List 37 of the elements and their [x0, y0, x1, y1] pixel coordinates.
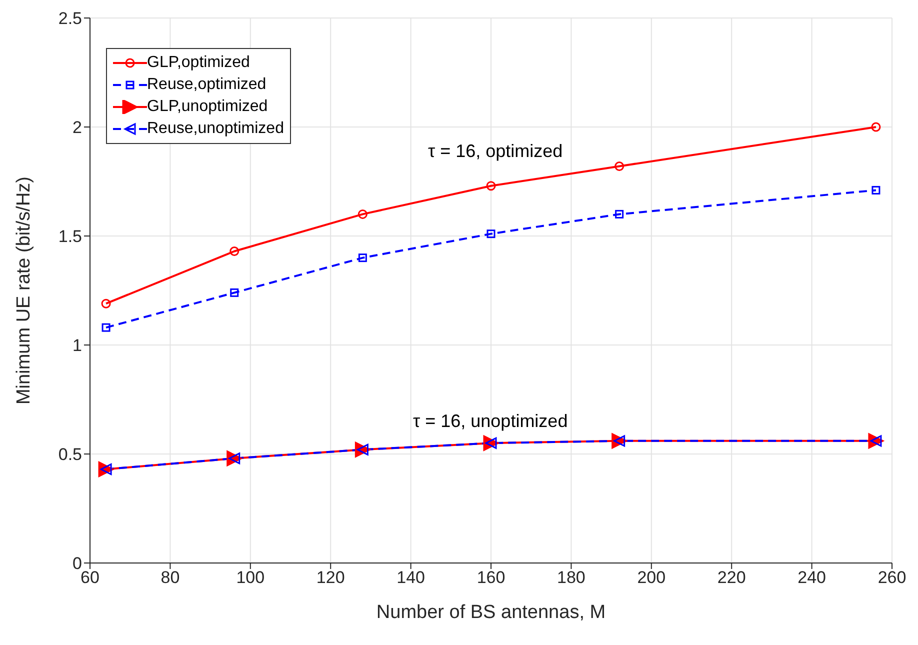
legend-label: Reuse,unoptimized: [147, 119, 284, 139]
x-tick-label: 260: [878, 568, 906, 588]
point: [615, 210, 624, 218]
point: [358, 254, 367, 262]
point: [230, 246, 240, 256]
y-axis-title: Minimum UE rate (bit/s/Hz): [14, 176, 35, 405]
legend-label: GLP,optimized: [147, 53, 250, 73]
x-tick-label: 160: [476, 568, 506, 588]
y-tick-label: 2: [72, 118, 82, 138]
y-tick-label: 1: [72, 336, 82, 356]
x-tick-label: 200: [637, 568, 666, 588]
point: [872, 186, 880, 194]
x-tick-label: 220: [717, 568, 746, 588]
point: [486, 181, 496, 191]
legend-label: GLP,unoptimized: [147, 97, 268, 117]
point: [871, 122, 881, 132]
point: [486, 230, 496, 238]
legend-label: Reuse,optimized: [147, 75, 266, 95]
x-tick-label: 120: [316, 568, 345, 588]
point: [102, 323, 110, 332]
y-tick-label: 0.5: [58, 445, 82, 464]
point: [230, 288, 239, 297]
y-tick-label: 2.5: [58, 9, 82, 28]
x-axis-title: Number of BS antennas, M: [376, 602, 606, 623]
x-tick-label: 60: [80, 568, 100, 588]
annotation: τ = 16, optimized: [428, 141, 563, 162]
annotation: τ = 16, unoptimized: [413, 411, 568, 432]
y-tick-label: 1.5: [58, 227, 82, 246]
x-tick-label: 140: [396, 568, 425, 588]
x-tick-label: 100: [236, 568, 265, 588]
x-tick-label: 80: [160, 568, 180, 588]
y-tick-label: 0: [72, 554, 82, 574]
point: [614, 161, 624, 171]
x-tick-label: 180: [557, 568, 586, 588]
point: [101, 298, 111, 308]
x-tick-label: 240: [798, 568, 826, 588]
point: [358, 209, 368, 219]
